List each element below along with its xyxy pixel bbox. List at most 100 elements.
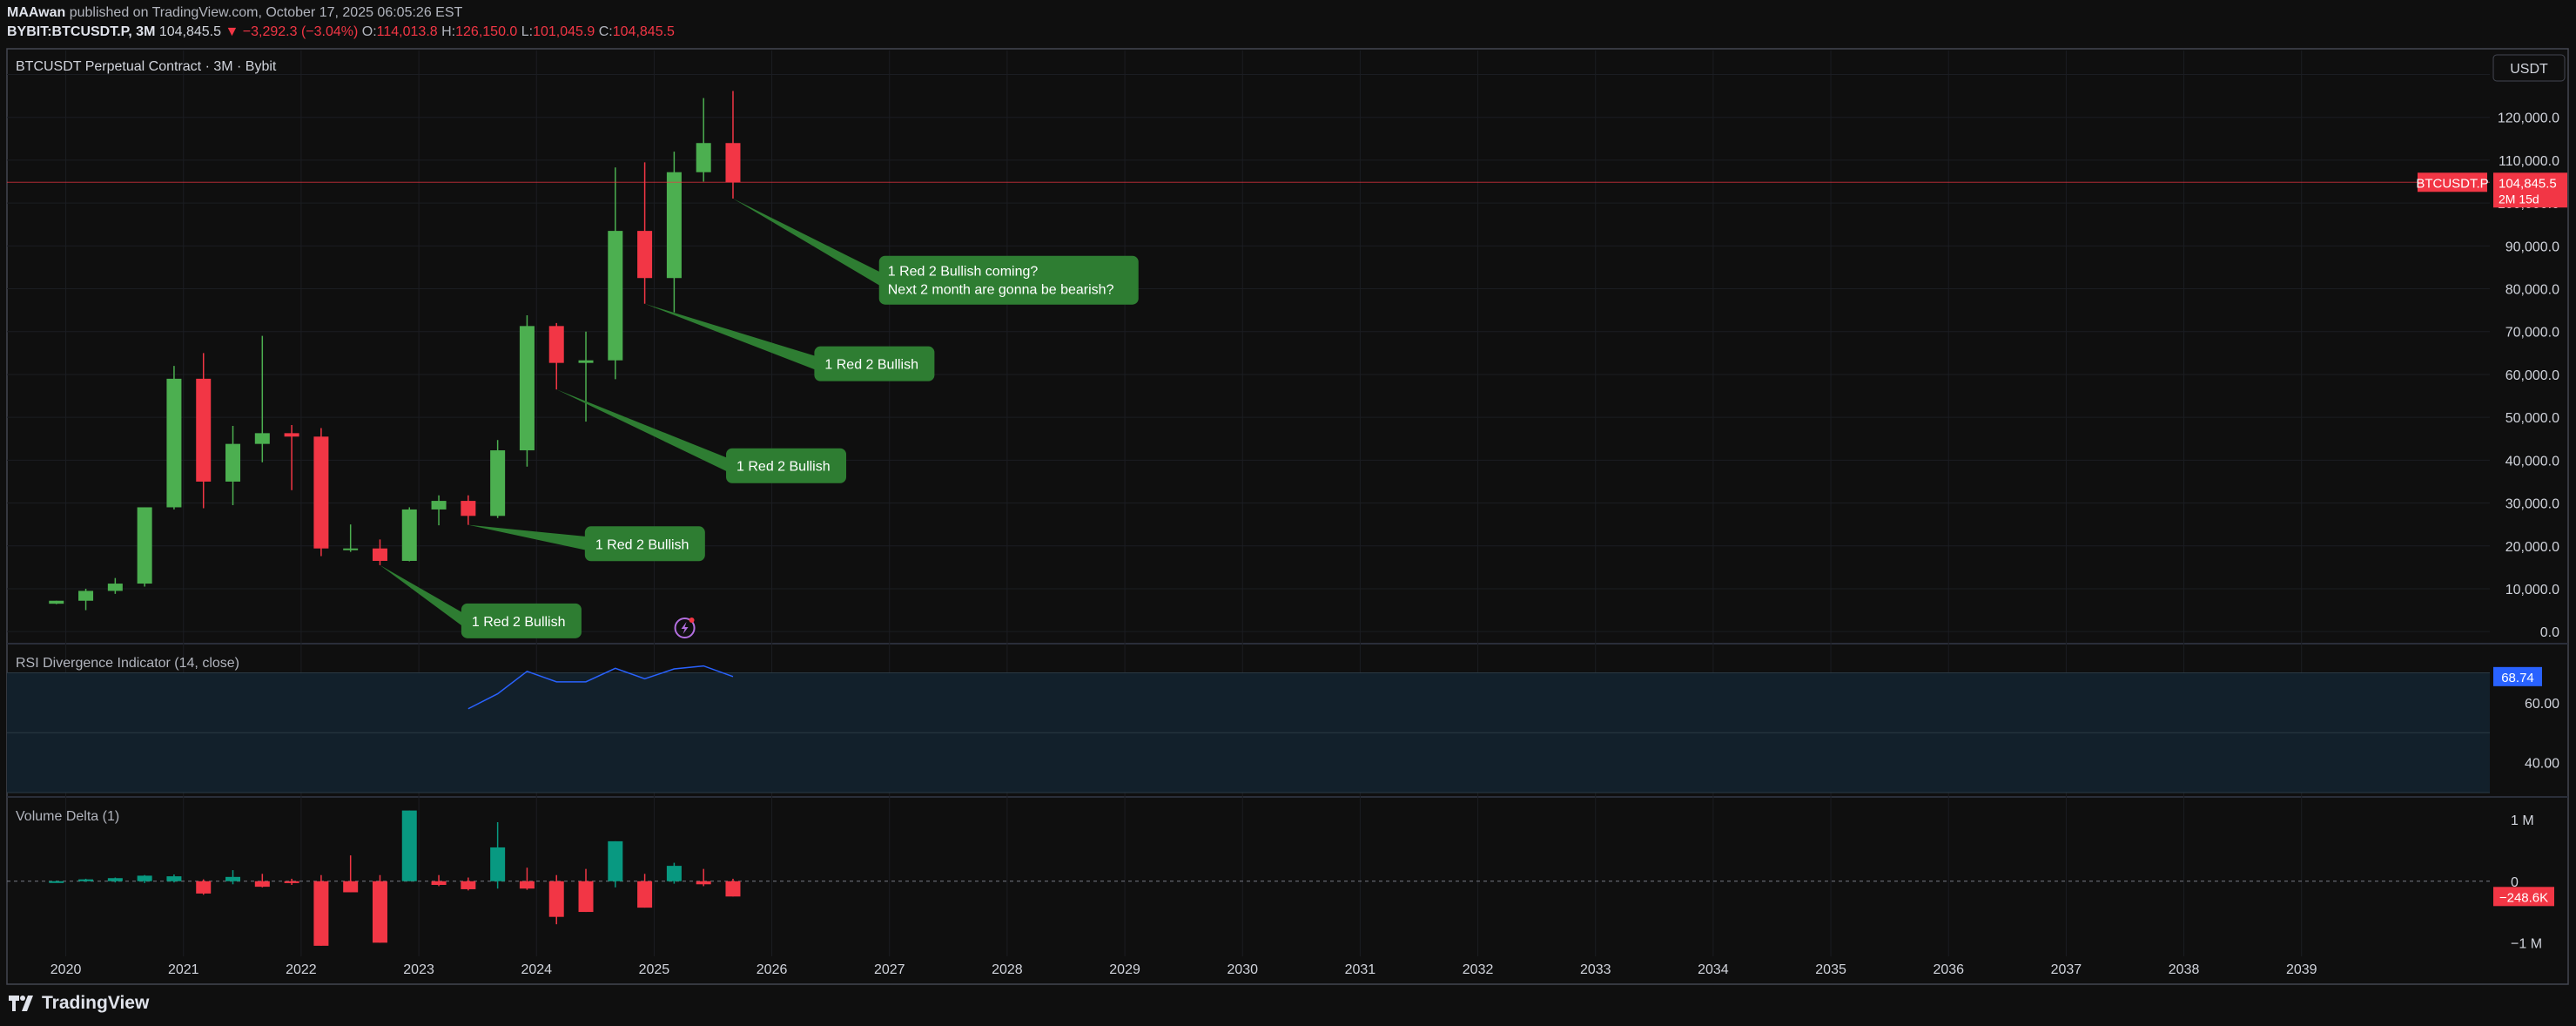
author-name[interactable]: MAAwan: [7, 5, 66, 20]
tradingview-brand[interactable]: TradingView: [9, 993, 149, 1014]
volume-bar: [490, 847, 506, 881]
candle-body: [166, 378, 182, 508]
volume-bar: [78, 879, 94, 881]
volume-bar: [196, 881, 212, 894]
x-tick-label: 2028: [992, 962, 1023, 977]
callout-pointer: [380, 564, 465, 628]
volume-bar: [284, 881, 299, 883]
y-tick-label: 30,000.0: [2505, 497, 2559, 512]
callout-pointer: [732, 198, 883, 287]
candle-body: [519, 326, 535, 451]
x-tick-label: 2022: [286, 962, 317, 977]
countdown-tag: 2M 15d: [2499, 192, 2539, 206]
rsi-line: [467, 665, 734, 710]
volume-bar: [578, 881, 594, 913]
y-tick-label: 60,000.0: [2505, 368, 2559, 383]
callout-box: [584, 526, 705, 562]
currency-button[interactable]: USDT: [2492, 54, 2566, 82]
candle-body: [254, 433, 270, 444]
volume-bar: [254, 881, 270, 888]
callout-text: Next 2 month are gonna be bearish?: [888, 283, 1114, 298]
y-tick-label: 80,000.0: [2505, 283, 2559, 298]
candle-body: [637, 231, 653, 279]
currency-button-label: USDT: [2510, 62, 2548, 77]
ohlc-header: BYBIT:BTCUSDT.P, 3M 104,845.5 ▼ −3,292.3…: [7, 24, 675, 40]
volume-delta-title: Volume Delta (1): [16, 809, 119, 824]
callout-text: 1 Red 2 Bullish: [595, 537, 689, 552]
volume-bar: [608, 840, 623, 881]
candle-body: [372, 548, 387, 561]
x-tick-label: 2039: [2286, 962, 2317, 977]
callout-text: 1 Red 2 Bullish: [472, 615, 566, 630]
low-label: L:: [521, 24, 534, 39]
volume-bar: [107, 878, 123, 881]
candle-body: [225, 443, 241, 482]
brand-name: TradingView: [42, 993, 150, 1013]
last-price-header: 104,845.5: [158, 24, 222, 39]
volume-bar: [372, 881, 387, 943]
low-value: 101,045.9: [533, 24, 595, 39]
symbol-tag: BTCUSDT.P: [2416, 176, 2488, 191]
volume-tick-label: −1 M: [2511, 936, 2542, 951]
volume-bar: [725, 881, 741, 897]
price-pane-title: BTCUSDT Perpetual Contract · 3M · Bybit: [16, 59, 277, 74]
y-tick-label: 90,000.0: [2505, 240, 2559, 254]
open-label: O:: [361, 24, 377, 39]
x-tick-label: 2020: [50, 962, 82, 977]
volume-bar: [49, 881, 64, 883]
last-price-tag: 104,845.5: [2499, 176, 2557, 191]
lightning-event-icon[interactable]: [674, 618, 696, 638]
symbol-label: BYBIT:BTCUSDT.P, 3M: [7, 24, 156, 39]
callout-text: 1 Red 2 Bullish coming?: [888, 265, 1039, 280]
down-arrow-icon: ▼: [225, 24, 239, 39]
close-label: C:: [598, 24, 613, 39]
high-value: 126,150.0: [455, 24, 518, 39]
volume-bar: [519, 881, 535, 889]
rsi-last-tag-bg: [2493, 666, 2542, 686]
tradingview-logo-icon: [9, 996, 33, 1011]
volume-last-tag-bg: [2493, 887, 2554, 907]
published-text: published on TradingView.com, October 17…: [69, 5, 463, 20]
volume-tick-label: 0: [2511, 875, 2519, 890]
callout-box: [878, 255, 1139, 305]
volume-bar: [431, 881, 447, 885]
publish-info: MAAwan published on TradingView.com, Oct…: [7, 5, 462, 21]
x-tick-label: 2034: [1698, 962, 1729, 977]
callout-pointer: [644, 303, 818, 371]
rsi-tick-label: 40.00: [2525, 757, 2559, 772]
callout-text: 1 Red 2 Bullish: [824, 358, 918, 373]
x-tick-label: 2036: [1933, 962, 1964, 977]
x-tick-label: 2035: [1815, 962, 1846, 977]
volume-bar: [548, 881, 564, 917]
x-tick-label: 2037: [2051, 962, 2082, 977]
callout-text: 1 Red 2 Bullish: [736, 460, 831, 475]
x-tick-label: 2021: [168, 962, 199, 977]
candle-body: [343, 548, 359, 550]
lightning-bolt: [681, 622, 689, 634]
volume-tick-label: 1 M: [2511, 813, 2534, 828]
volume-bar: [666, 866, 682, 881]
candle-body: [107, 584, 123, 591]
volume-bar: [343, 881, 359, 893]
last-price-tag-bg: [2493, 172, 2567, 208]
volume-bar: [137, 875, 152, 881]
callout-box: [814, 346, 935, 381]
candle-body: [578, 360, 594, 363]
x-tick-label: 2031: [1345, 962, 1376, 977]
callout-box: [461, 603, 582, 638]
volume-bar: [637, 881, 653, 908]
candle-body: [431, 501, 447, 510]
y-tick-label: 70,000.0: [2505, 326, 2559, 341]
volume-bar: [461, 881, 476, 889]
high-label: H:: [441, 24, 456, 39]
volume-bar: [313, 881, 329, 946]
lightning-icon-dot: [689, 618, 695, 623]
candle-body: [401, 509, 417, 561]
candle-body: [137, 507, 152, 584]
candle-body: [49, 600, 64, 604]
chart-frame: [6, 48, 2569, 985]
symbol-tag-bg: [2418, 172, 2487, 192]
callout-pointer: [467, 524, 589, 551]
open-value: 114,013.8: [376, 24, 438, 39]
